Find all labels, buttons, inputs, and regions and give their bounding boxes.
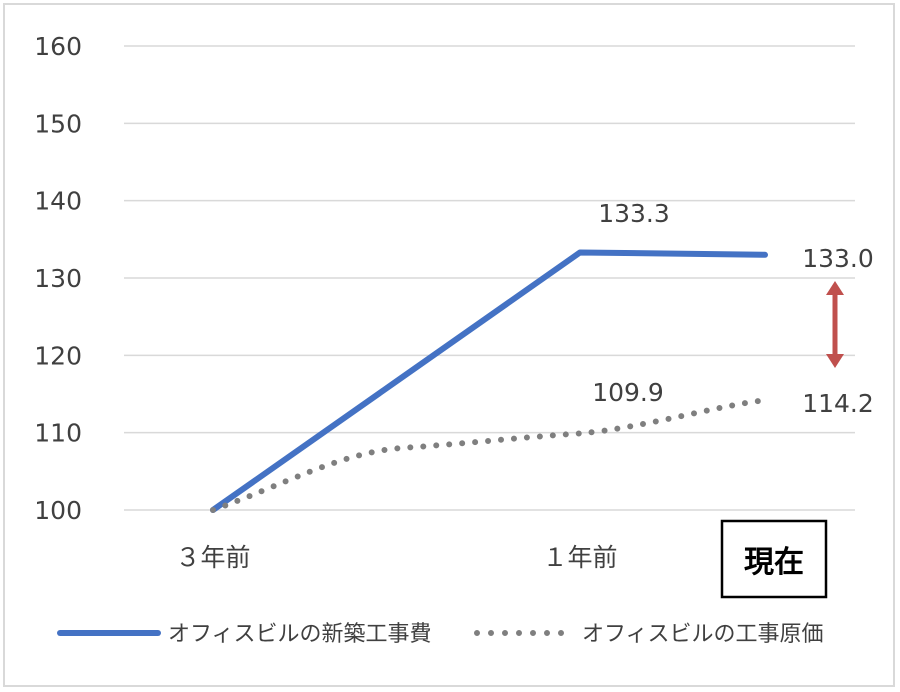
data-label: 114.2 (802, 389, 874, 418)
current-box (720, 519, 828, 599)
series-lines (210, 249, 768, 513)
series-line-construction-cost (210, 249, 768, 513)
arrow-head-down (826, 354, 844, 368)
data-labels: 133.3 133.0 109.9 114.2 (592, 199, 874, 418)
difference-arrow (826, 281, 844, 368)
legend-label-construction-cost: オフィスビルの新築工事費 (168, 622, 432, 647)
legend-label-cost-of-work: オフィスビルの工事原価 (582, 622, 824, 647)
gridlines (124, 45, 855, 511)
legend: オフィスビルの新築工事費 オフィスビルの工事原価 (57, 622, 824, 647)
y-tick-label: 110 (34, 419, 82, 448)
y-tick-label: 150 (34, 109, 82, 138)
data-label: 109.9 (592, 378, 664, 407)
data-label: 133.0 (802, 244, 874, 273)
y-tick-label: 120 (34, 341, 82, 370)
x-tick-label: １年前 (542, 543, 617, 572)
y-tick-label: 130 (34, 264, 82, 293)
arrow-head-up (826, 281, 844, 295)
y-tick-label: 140 (34, 187, 82, 216)
x-axis-ticks: ３年前 １年前 (175, 543, 617, 572)
current-label: 現在 (744, 545, 804, 580)
data-label: 133.3 (598, 199, 670, 228)
y-axis-ticks: 100 110 120 130 140 150 160 (34, 32, 82, 525)
y-tick-label: 100 (34, 496, 82, 525)
y-tick-label: 160 (34, 32, 82, 61)
x-tick-label: ３年前 (175, 543, 250, 572)
current-marker: 現在 (720, 519, 828, 599)
